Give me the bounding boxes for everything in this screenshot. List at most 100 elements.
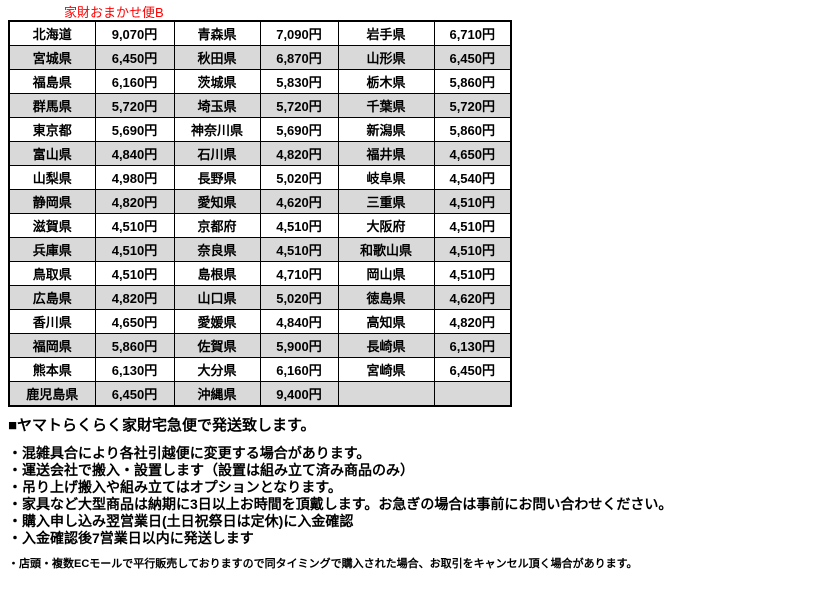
price-cell: 4,620円 — [433, 285, 512, 310]
prefecture-cell: 茨城県 — [173, 69, 261, 94]
price-cell: 9,400円 — [259, 381, 339, 407]
price-cell: 4,820円 — [433, 309, 512, 334]
prefecture-cell: 三重県 — [337, 189, 435, 214]
price-cell: 4,650円 — [94, 309, 175, 334]
prefecture-cell: 北海道 — [8, 20, 96, 46]
prefecture-cell: 愛媛県 — [173, 309, 261, 334]
price-cell: 5,690円 — [259, 117, 339, 142]
prefecture-cell: 奈良県 — [173, 237, 261, 262]
price-cell: 4,980円 — [94, 165, 175, 190]
fee-row: 静岡県 4,820円 愛知県 4,620円 三重県 4,510円 — [8, 189, 512, 214]
prefecture-cell: 宮崎県 — [337, 357, 435, 382]
prefecture-cell: 長野県 — [173, 165, 261, 190]
price-cell: 6,160円 — [259, 357, 339, 382]
price-cell: 4,510円 — [259, 213, 339, 238]
shipping-note-line: ・家具など大型商品は納期に3日以上お時間を頂戴します。お急ぎの場合は事前にお問い… — [8, 496, 673, 512]
prefecture-cell: 沖縄県 — [173, 381, 261, 407]
prefecture-cell: 群馬県 — [8, 93, 96, 118]
price-cell: 6,450円 — [433, 45, 512, 70]
price-cell: 5,020円 — [259, 165, 339, 190]
price-cell: 6,450円 — [94, 45, 175, 70]
prefecture-cell: 和歌山県 — [337, 237, 435, 262]
prefecture-cell: 兵庫県 — [8, 237, 96, 262]
price-cell: 6,450円 — [94, 381, 175, 407]
price-cell: 5,720円 — [259, 93, 339, 118]
prefecture-cell: 大阪府 — [337, 213, 435, 238]
price-cell: 5,020円 — [259, 285, 339, 310]
prefecture-cell: 福岡県 — [8, 333, 96, 358]
prefecture-cell: 高知県 — [337, 309, 435, 334]
price-cell: 7,090円 — [259, 20, 339, 46]
fee-row: 福岡県 5,860円 佐賀県 5,900円 長崎県 6,130円 — [8, 333, 512, 358]
shipping-notes-section: ■ヤマトらくらく家財宅急便で発送致します。 ・混雑具合により各社引越便に変更する… — [8, 414, 814, 571]
prefecture-cell: 熊本県 — [8, 357, 96, 382]
fee-row: 北海道 9,070円 青森県 7,090円 岩手県 6,710円 — [8, 20, 512, 46]
price-cell: 4,650円 — [433, 141, 512, 166]
prefecture-cell: 千葉県 — [337, 93, 435, 118]
service-title: 家財おまかせ便B — [64, 5, 164, 20]
price-cell: 4,840円 — [94, 141, 175, 166]
prefecture-cell: 岐阜県 — [337, 165, 435, 190]
price-cell: 5,720円 — [433, 93, 512, 118]
shipping-notes-list: ・混雑具合により各社引越便に変更する場合があります。 ・運送会社で搬入・設置します… — [8, 445, 814, 547]
price-cell: 5,690円 — [94, 117, 175, 142]
price-cell: 4,820円 — [259, 141, 339, 166]
price-cell: 4,510円 — [259, 237, 339, 262]
prefecture-cell: 山梨県 — [8, 165, 96, 190]
fee-row: 宮城県 6,450円 秋田県 6,870円 山形県 6,450円 — [8, 45, 512, 70]
price-cell: 5,830円 — [259, 69, 339, 94]
shipping-fee-table: 北海道 9,070円 青森県 7,090円 岩手県 6,710円 宮城県 6,450円 秋田県 6… — [8, 20, 512, 407]
prefecture-cell: 岩手県 — [337, 20, 435, 46]
price-cell: 6,130円 — [94, 357, 175, 382]
prefecture-cell: 富山県 — [8, 141, 96, 166]
fee-row: 滋賀県 4,510円 京都府 4,510円 大阪府 4,510円 — [8, 213, 512, 238]
prefecture-cell: 岡山県 — [337, 261, 435, 286]
prefecture-cell: 愛知県 — [173, 189, 261, 214]
price-cell: 5,860円 — [433, 117, 512, 142]
shipping-method-heading: ■ヤマトらくらく家財宅急便で発送致します。 — [8, 417, 316, 434]
price-cell: 4,710円 — [259, 261, 339, 286]
price-cell: 6,130円 — [433, 333, 512, 358]
price-cell: 4,510円 — [433, 237, 512, 262]
prefecture-cell: 山口県 — [173, 285, 261, 310]
prefecture-cell: 島根県 — [173, 261, 261, 286]
shipping-note-line: ・運送会社で搬入・設置します（設置は組み立て済み商品のみ） — [8, 462, 414, 478]
prefecture-cell: 滋賀県 — [8, 213, 96, 238]
fee-row: 鹿児島県 6,450円 沖縄県 9,400円 — [8, 381, 512, 407]
prefecture-cell: 静岡県 — [8, 189, 96, 214]
fee-row: 群馬県 5,720円 埼玉県 5,720円 千葉県 5,720円 — [8, 93, 512, 118]
parallel-sales-footnote: ・店頭・複数ECモールで平行販売しておりますので同タイミングで購入された場合、お… — [8, 558, 638, 570]
fee-table-body: 北海道 9,070円 青森県 7,090円 岩手県 6,710円 宮城県 6,450円 秋田県 6… — [8, 20, 512, 407]
fee-row: 東京都 5,690円 神奈川県 5,690円 新潟県 5,860円 — [8, 117, 512, 142]
price-cell: 5,860円 — [94, 333, 175, 358]
shipping-note-line: ・入金確認後7営業日以内に発送します — [8, 530, 254, 546]
prefecture-cell: 鳥取県 — [8, 261, 96, 286]
price-cell: 4,620円 — [259, 189, 339, 214]
price-cell: 4,840円 — [259, 309, 339, 334]
fee-row: 熊本県 6,130円 大分県 6,160円 宮崎県 6,450円 — [8, 357, 512, 382]
fee-row: 兵庫県 4,510円 奈良県 4,510円 和歌山県 4,510円 — [8, 237, 512, 262]
prefecture-cell: 福井県 — [337, 141, 435, 166]
price-cell: 9,070円 — [94, 20, 175, 46]
price-cell — [433, 381, 512, 407]
prefecture-cell: 埼玉県 — [173, 93, 261, 118]
prefecture-cell: 広島県 — [8, 285, 96, 310]
prefecture-cell — [337, 381, 435, 407]
fee-row: 山梨県 4,980円 長野県 5,020円 岐阜県 4,540円 — [8, 165, 512, 190]
prefecture-cell: 福島県 — [8, 69, 96, 94]
fee-row: 富山県 4,840円 石川県 4,820円 福井県 4,650円 — [8, 141, 512, 166]
price-cell: 5,860円 — [433, 69, 512, 94]
price-cell: 4,510円 — [94, 237, 175, 262]
prefecture-cell: 山形県 — [337, 45, 435, 70]
prefecture-cell: 栃木県 — [337, 69, 435, 94]
prefecture-cell: 徳島県 — [337, 285, 435, 310]
price-cell: 4,510円 — [94, 213, 175, 238]
shipping-note-line: ・吊り上げ搬入や組み立てはオプションとなります。 — [8, 479, 342, 495]
price-cell: 6,870円 — [259, 45, 339, 70]
price-cell: 5,900円 — [259, 333, 339, 358]
prefecture-cell: 神奈川県 — [173, 117, 261, 142]
price-cell: 4,820円 — [94, 189, 175, 214]
fee-row: 福島県 6,160円 茨城県 5,830円 栃木県 5,860円 — [8, 69, 512, 94]
shipping-note-line: ・購入申し込み翌営業日(土日祝祭日は定休)に入金確認 — [8, 513, 354, 529]
